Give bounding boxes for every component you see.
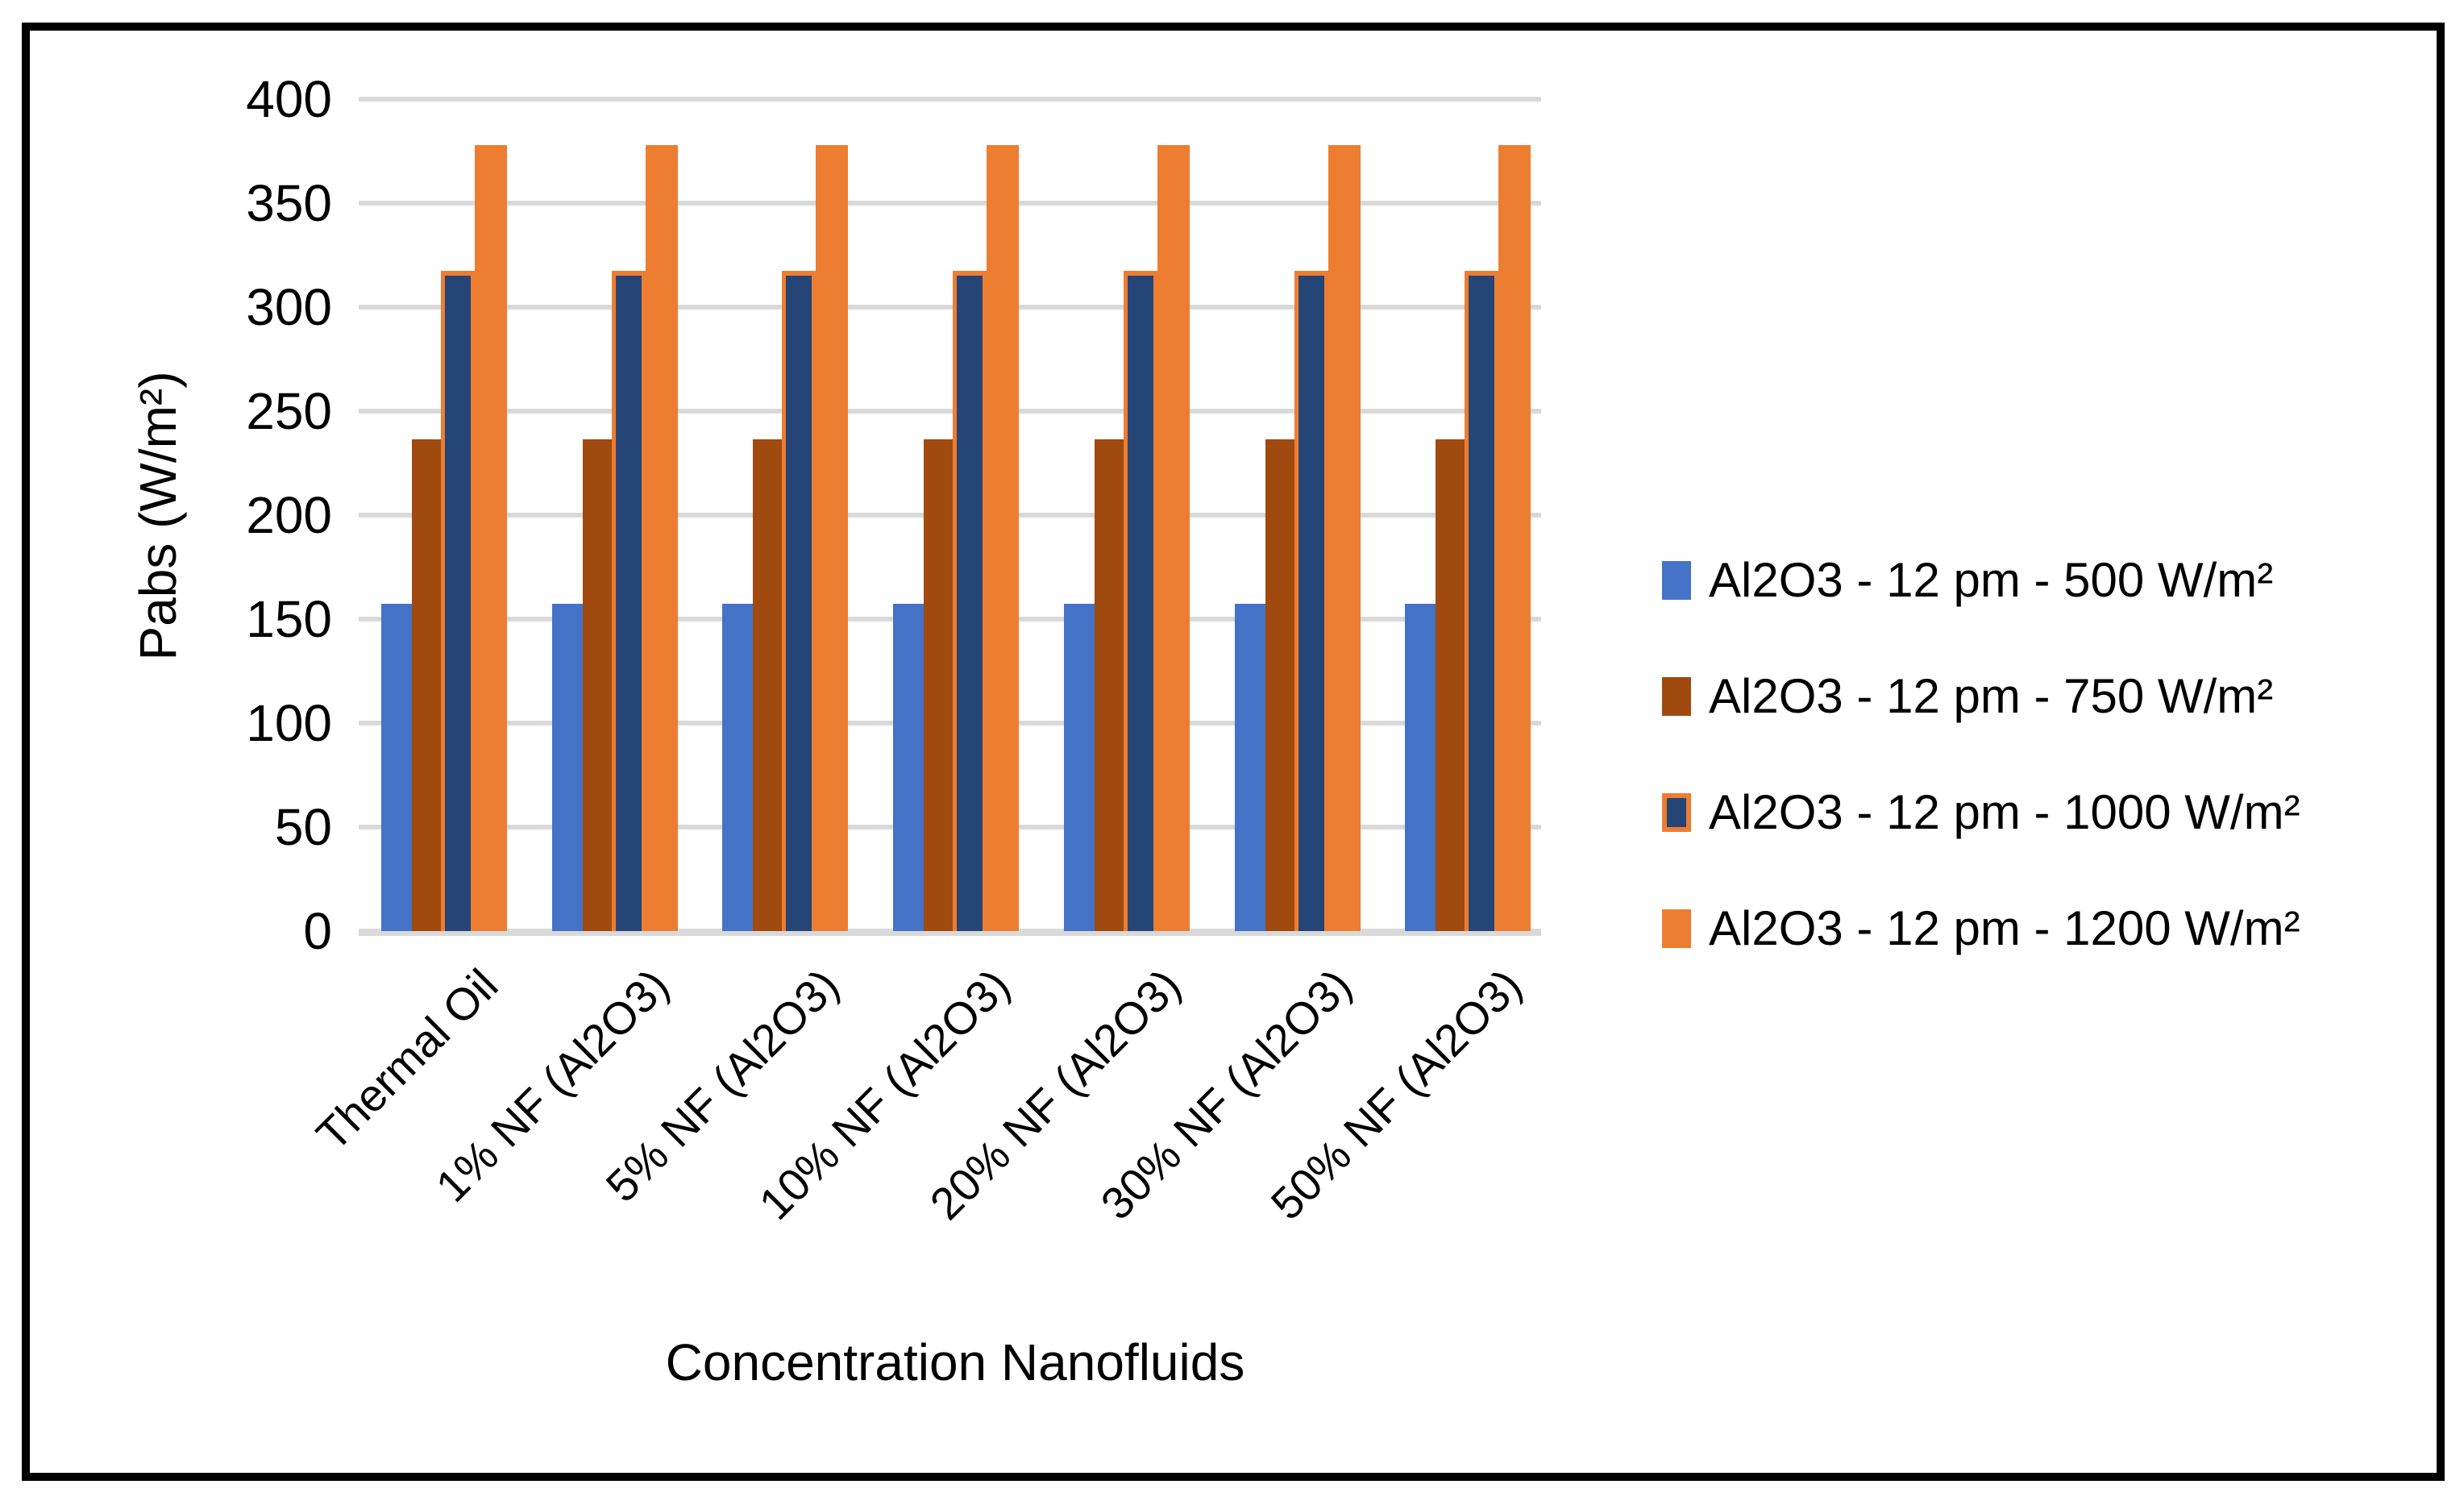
bar-series-2 [753,439,783,931]
gridline [359,409,1541,414]
bar-series-1 [1063,603,1095,931]
legend-item: Al2O3 - 12 pm - 1200 W/m² [1662,901,2300,955]
bar-series-2 [412,439,441,931]
legend-swatch-icon [1662,561,1691,600]
gridline [359,305,1541,310]
legend-item: Al2O3 - 12 pm - 500 W/m² [1662,553,2274,607]
bar-group [1405,144,1531,931]
legend-swatch-icon [1662,677,1691,716]
y-tick-label: 200 [246,486,332,544]
bar-series-1 [893,603,925,931]
bar-group [722,144,849,931]
x-axis-title: Concentration Nanofluids [665,1333,1245,1391]
bar-series-1 [551,603,583,931]
bar-series-1 [1234,603,1265,931]
y-tick-label: 300 [246,278,332,336]
legend-label: Al2O3 - 12 pm - 1200 W/m² [1709,901,2300,955]
bar-group [1063,144,1190,931]
bar-series-3 [953,271,987,931]
legend-swatch-icon [1662,793,1691,832]
bar-series-4 [1498,144,1531,931]
bar-group [1234,144,1361,931]
legend-item: Al2O3 - 12 pm - 1000 W/m² [1662,785,2300,839]
legend-swatch-icon [1662,909,1691,948]
y-tick-label: 350 [246,174,332,232]
legend-label: Al2O3 - 12 pm - 1000 W/m² [1709,785,2300,839]
bar-series-4 [1328,144,1361,931]
plot-area [359,97,1541,936]
bar-series-3 [1465,271,1499,931]
gridline [359,201,1541,206]
bar-series-2 [924,439,954,931]
bar-series-4 [475,144,507,931]
bar-series-4 [987,144,1020,931]
y-tick-label: 0 [303,902,332,960]
bar-series-4 [816,144,849,931]
legend-label: Al2O3 - 12 pm - 750 W/m² [1709,669,2274,723]
bar-series-2 [1265,439,1294,931]
bar-series-1 [381,603,412,931]
x-axis-line [359,929,1541,936]
legend-label: Al2O3 - 12 pm - 500 W/m² [1709,553,2274,607]
y-tick-label: 150 [246,590,332,648]
bar-series-1 [722,603,754,931]
y-tick-label: 400 [246,70,332,128]
bar-series-4 [1157,144,1190,931]
bar-series-3 [1123,271,1157,931]
bar-series-3 [782,271,816,931]
bar-series-2 [1094,439,1124,931]
legend-item: Al2O3 - 12 pm - 750 W/m² [1662,669,2274,723]
y-tick-label: 100 [246,694,332,752]
gridline [359,97,1541,102]
bar-series-3 [611,271,646,931]
bar-series-2 [582,439,612,931]
y-tick-label: 250 [246,382,332,440]
bar-series-3 [441,271,475,931]
bar-series-1 [1405,603,1436,931]
bar-series-4 [645,144,678,931]
y-tick-label: 50 [274,798,332,856]
bar-group [381,144,507,931]
bar-group [893,144,1020,931]
bar-series-2 [1436,439,1465,931]
bar-group [551,144,678,931]
bar-series-3 [1294,271,1328,931]
